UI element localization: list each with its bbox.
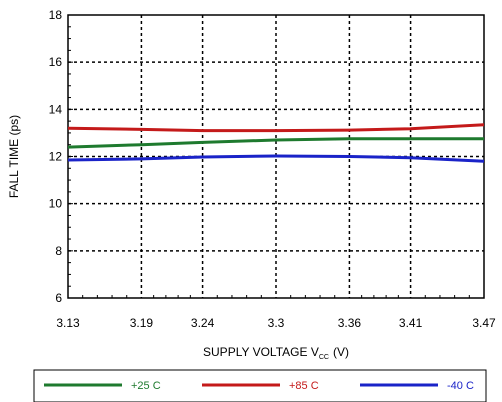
legend-label: +85 C [289, 380, 319, 392]
x-tick-label: 3.41 [399, 316, 423, 330]
x-tick-labels: 3.13 3.19 3.24 3.3 3.36 3.41 3.47 [56, 316, 496, 330]
x-tick-label: 3.24 [191, 316, 215, 330]
x-tick-label: 3.36 [338, 316, 362, 330]
legend-label: -40 C [447, 380, 474, 392]
series-line-85c [67, 123, 485, 133]
y-tick-label: 16 [49, 55, 63, 69]
y-tick-label: 18 [49, 8, 63, 22]
series-lines [67, 123, 485, 163]
series-line-25c [67, 137, 484, 149]
legend-entries: +25 C +85 C -40 C [44, 380, 474, 392]
tick-marks [68, 14, 470, 299]
x-tick-label: 3.3 [268, 316, 285, 330]
y-tick-label: 6 [55, 291, 62, 305]
x-tick-label: 3.13 [56, 316, 80, 330]
y-tick-label: 14 [49, 102, 63, 116]
y-tick-label: 10 [49, 197, 63, 211]
legend-label: +25 C [131, 380, 161, 392]
y-axis-title: FALL TIME (ps) [7, 115, 21, 198]
x-tick-label: 3.47 [472, 316, 496, 330]
grid [68, 15, 484, 298]
x-tick-label: 3.19 [130, 316, 154, 330]
y-tick-label: 8 [55, 244, 62, 258]
y-tick-labels: 6 8 10 12 14 16 18 [49, 8, 63, 305]
series-line-40c [67, 154, 485, 163]
y-tick-label: 12 [49, 150, 63, 164]
x-axis-title: SUPPLY VOLTAGE VCC (V) [203, 345, 349, 361]
